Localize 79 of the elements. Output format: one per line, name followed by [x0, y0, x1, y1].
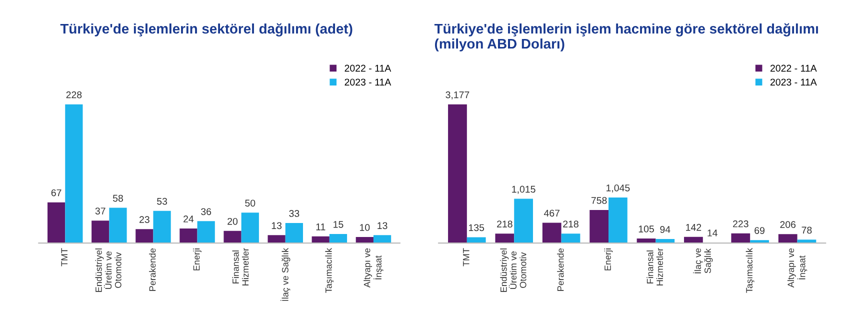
data-label: 50 — [245, 200, 256, 207]
legend-label: 2023 - 11A — [770, 78, 817, 86]
bar — [590, 210, 608, 244]
data-label: 228 — [66, 91, 82, 98]
bar — [561, 234, 580, 244]
x-tick-label: İlaç ve Sağlık — [280, 248, 290, 301]
x-tick-label: Enerji — [193, 248, 202, 270]
bar — [466, 237, 486, 244]
x-tick-label: Endüstriyel Üretim ve Otomotiv — [95, 248, 122, 292]
x-tick-label: Endüstriyel Üretim ve Otomotiv — [500, 248, 526, 292]
data-label: 105 — [638, 226, 654, 232]
bar — [197, 221, 215, 244]
chart-title: Türkiye'de işlemlerin işlem hacmine göre sektörel dağılımı (milyon ABD Doları) — [434, 23, 818, 52]
x-tick-label: Enerji — [604, 248, 613, 270]
bar — [608, 197, 628, 244]
data-label: 10 — [360, 224, 370, 231]
legend-label: 2022 - 11A — [344, 64, 392, 72]
data-label: 69 — [754, 227, 764, 234]
data-label: 1,015 — [512, 186, 536, 194]
data-label: 36 — [201, 208, 212, 216]
data-label: 206 — [780, 221, 796, 228]
bar — [153, 210, 171, 244]
data-label: 14 — [708, 230, 718, 236]
data-label: 53 — [157, 198, 168, 205]
bar — [136, 229, 154, 244]
bar — [448, 104, 467, 244]
bar — [65, 104, 83, 244]
bar — [731, 233, 750, 244]
data-label: 24 — [184, 216, 194, 222]
data-label: 15 — [334, 221, 344, 228]
bar — [92, 220, 110, 244]
bar — [224, 230, 242, 244]
x-tick-label: Finansal Hizmetler — [232, 248, 249, 286]
data-label: 135 — [468, 224, 484, 232]
x-tick-label: İlaç ve Sağlık — [693, 248, 713, 274]
bar — [329, 234, 348, 244]
data-label: 78 — [802, 226, 812, 234]
x-tick-label: Perakende — [557, 248, 564, 291]
bar — [373, 235, 392, 244]
x-tick-label: Taşımacılık — [746, 248, 754, 293]
bar — [285, 223, 303, 244]
data-label: 13 — [272, 222, 282, 230]
data-label: 218 — [563, 220, 578, 228]
bar — [542, 222, 562, 244]
x-tick-label: Taşımacılık — [325, 248, 334, 293]
bar — [495, 234, 514, 244]
data-label: 13 — [378, 222, 388, 230]
bar — [268, 235, 286, 244]
legend-label: 2022 - 11A — [770, 64, 817, 72]
chart-title: Türkiye'de işlemlerin sektörel dağılımı (adet) — [60, 23, 352, 36]
data-label: 11 — [316, 224, 326, 230]
data-label: 20 — [228, 218, 238, 225]
data-label: 218 — [497, 220, 512, 228]
x-tick-label: Altyapı ve İnşaat — [787, 248, 808, 288]
data-label: 1,045 — [606, 184, 630, 193]
legend-label: 2023 - 11A — [344, 78, 392, 86]
bar — [48, 202, 66, 244]
x-tick-label: Perakende — [149, 248, 156, 291]
bar — [514, 198, 533, 244]
bar — [356, 237, 374, 244]
data-label: 223 — [733, 220, 748, 228]
data-label: 58 — [112, 194, 123, 202]
data-label: 94 — [660, 226, 670, 233]
x-tick-label: Altyapı ve İnşaat — [364, 248, 384, 288]
data-label: 67 — [51, 189, 62, 196]
data-label: 142 — [686, 224, 702, 231]
x-tick-label: TMT — [61, 248, 68, 266]
bar — [180, 228, 198, 244]
bar — [109, 208, 127, 244]
x-tick-label: Finansal Hizmetler — [646, 248, 663, 286]
bar — [241, 212, 259, 244]
x-tick-label: TMT — [463, 248, 470, 266]
data-label: 23 — [140, 216, 150, 224]
data-label: 33 — [289, 210, 300, 217]
data-label: 758 — [591, 197, 607, 204]
bar — [778, 234, 798, 244]
data-label: 3,177 — [446, 91, 470, 100]
data-label: 467 — [544, 210, 560, 217]
data-label: 37 — [95, 208, 106, 214]
